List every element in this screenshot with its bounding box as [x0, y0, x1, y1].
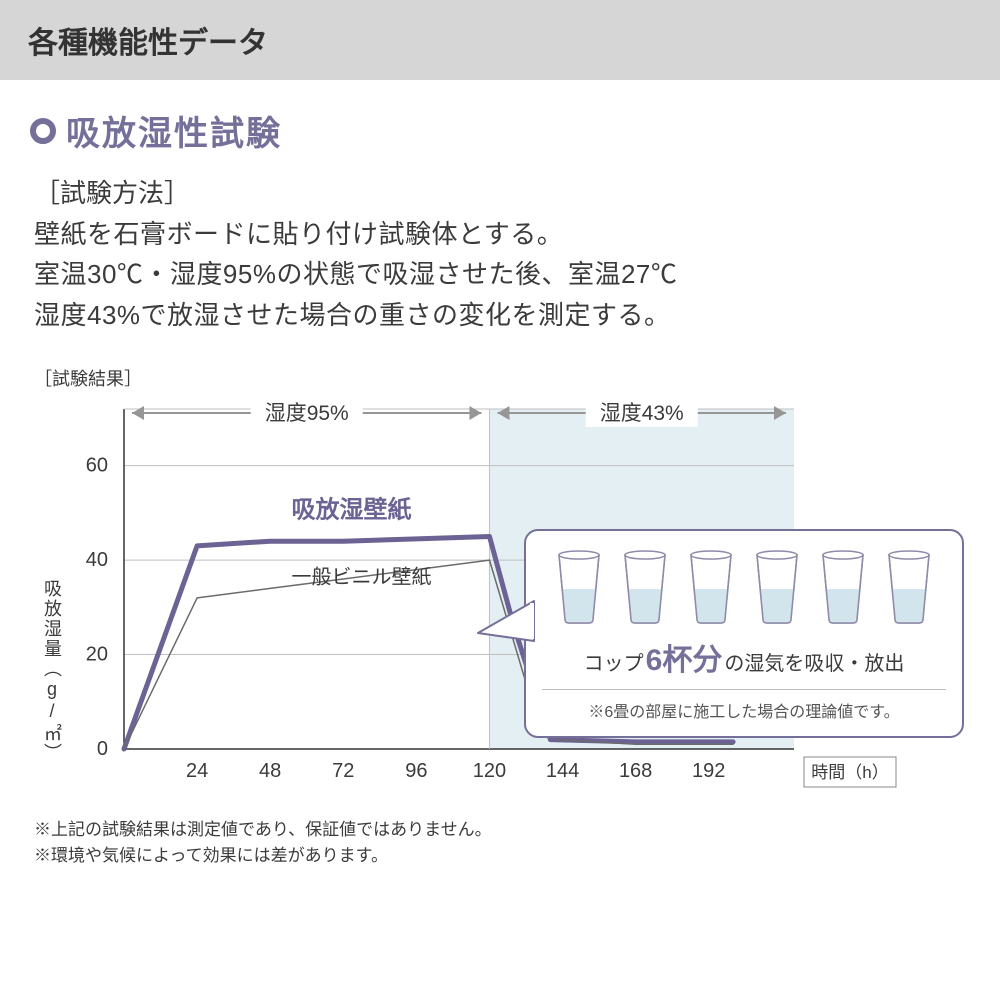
- svg-text:48: 48: [259, 760, 281, 782]
- notes-block: ※上記の試験結果は測定値であり、保証値ではありません。 ※環境や気候によって効果…: [34, 817, 970, 870]
- svg-text:96: 96: [405, 760, 427, 782]
- method-line: 室温30℃・湿度95%の状態で吸湿させた後、室温27℃: [34, 254, 970, 294]
- svg-text:時間（h）: 時間（h）: [811, 763, 888, 782]
- svg-text:24: 24: [186, 760, 208, 782]
- svg-text:湿度43%: 湿度43%: [600, 402, 684, 425]
- svg-text:120: 120: [473, 760, 506, 782]
- bullet-circle-icon: [30, 118, 56, 144]
- svg-text:192: 192: [692, 760, 725, 782]
- content: 吸放湿性試験 ［試験方法］ 壁紙を石膏ボードに貼り付け試験体とする。 室温30℃…: [0, 80, 1000, 870]
- header-bar: 各種機能性データ: [0, 0, 1000, 80]
- header-title: 各種機能性データ: [28, 27, 268, 60]
- method-line: 壁紙を石膏ボードに貼り付け試験体とする。: [34, 214, 970, 254]
- result-label: ［試験結果］: [34, 365, 970, 391]
- svg-text:60: 60: [86, 455, 108, 477]
- cup-icon: [617, 549, 673, 625]
- section-title: 吸放湿性試験: [30, 106, 970, 155]
- method-line: 湿度43%で放湿させた場合の重さの変化を測定する。: [34, 295, 970, 335]
- callout-big: 6杯分: [644, 644, 725, 677]
- method-block: ［試験方法］ 壁紙を石膏ボードに貼り付け試験体とする。 室温30℃・湿度95%の…: [34, 173, 970, 335]
- callout-footnote: ※6畳の部屋に施工した場合の理論値です。: [542, 698, 946, 722]
- svg-text:湿度95%: 湿度95%: [265, 402, 349, 425]
- cup-icon: [815, 549, 871, 625]
- cup-icon: [551, 549, 607, 625]
- svg-text:吸放湿壁紙: 吸放湿壁紙: [292, 496, 412, 524]
- callout-box: コップ6杯分の湿気を吸収・放出 ※6畳の部屋に施工した場合の理論値です。: [524, 529, 964, 738]
- svg-text:72: 72: [332, 760, 354, 782]
- cup-icon: [683, 549, 739, 625]
- callout-main-text: コップ6杯分の湿気を吸収・放出: [542, 635, 946, 690]
- callout-tail-icon: [476, 591, 536, 651]
- method-label: ［試験方法］: [34, 173, 970, 210]
- svg-text:144: 144: [546, 760, 579, 782]
- svg-text:40: 40: [86, 549, 108, 571]
- cup-icon: [749, 549, 805, 625]
- svg-text:20: 20: [86, 643, 108, 665]
- chart-container: 0 20 40 60 24 48 72 96 120 144 168 192 時間（h） 吸放湿量（g/㎡…: [34, 399, 954, 799]
- svg-text:168: 168: [619, 760, 652, 782]
- callout-prefix: コップ: [584, 653, 644, 675]
- cup-icon: [881, 549, 937, 625]
- note-line: ※上記の試験結果は測定値であり、保証値ではありません。: [34, 817, 970, 843]
- note-line: ※環境や気候によって効果には差があります。: [34, 843, 970, 869]
- svg-text:0: 0: [97, 738, 108, 760]
- cups-row: [542, 549, 946, 625]
- section-title-text: 吸放湿性試験: [66, 106, 282, 155]
- svg-text:一般ビニル壁紙: 一般ビニル壁紙: [292, 566, 432, 589]
- svg-text:吸放湿量（g/㎡）: 吸放湿量（g/㎡）: [42, 579, 62, 763]
- callout-suffix: の湿気を吸収・放出: [724, 653, 904, 675]
